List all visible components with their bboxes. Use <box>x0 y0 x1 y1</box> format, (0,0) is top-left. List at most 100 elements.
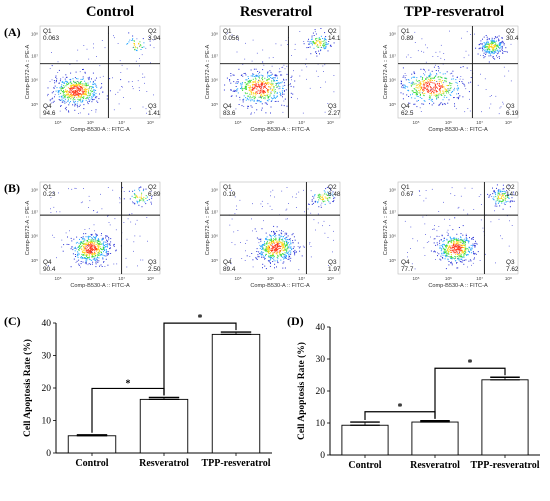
flow-event <box>97 251 99 253</box>
flow-event <box>475 240 476 242</box>
flow-event <box>62 95 64 97</box>
flow-event <box>439 76 441 78</box>
flow-event <box>249 85 251 87</box>
flow-event <box>306 78 307 80</box>
flow-event <box>329 193 330 195</box>
flow-event <box>80 93 82 95</box>
flow-event <box>245 97 247 99</box>
flow-event <box>87 245 89 247</box>
flow-event <box>294 249 296 251</box>
flow-event <box>78 249 80 251</box>
flow-event <box>95 250 97 252</box>
flow-event <box>320 42 322 44</box>
flow-event <box>146 112 147 114</box>
flow-event <box>83 92 85 94</box>
flow-event <box>95 85 97 87</box>
flow-event <box>444 245 446 247</box>
flow-event <box>88 251 90 253</box>
flow-event <box>433 82 435 84</box>
flow-event <box>456 250 458 252</box>
flow-event <box>101 253 103 255</box>
flow-event <box>440 250 442 252</box>
flow-event <box>271 246 273 247</box>
flow-scatter <box>404 184 515 270</box>
flow-y-axis-label: Comp-B572-A :: PE-A <box>25 201 31 256</box>
flow-event <box>482 227 484 229</box>
flow-event <box>468 246 470 248</box>
flow-event <box>491 42 493 44</box>
flow-event <box>75 71 77 73</box>
flow-event <box>268 252 269 254</box>
flow-event <box>106 98 108 100</box>
flow-event <box>85 263 87 265</box>
x-tick-label: 10⁶ <box>87 276 94 281</box>
flow-event <box>84 253 86 255</box>
flow-event <box>305 63 306 65</box>
flow-event <box>134 194 136 196</box>
flow-event <box>414 97 416 99</box>
flow-event <box>79 90 81 92</box>
flow-event <box>451 261 452 263</box>
flow-event <box>434 76 435 78</box>
flow-event <box>446 255 448 257</box>
flow-event <box>425 190 427 191</box>
flow-event <box>137 80 139 82</box>
flow-event <box>307 40 309 42</box>
flow-event <box>332 201 334 203</box>
flow-event <box>469 259 471 261</box>
flow-event <box>89 254 90 256</box>
flow-event <box>142 38 144 40</box>
flow-event <box>276 240 278 242</box>
flow-event <box>488 45 490 47</box>
flow-event <box>470 34 471 35</box>
flow-event <box>425 61 427 63</box>
flow-event <box>507 200 509 202</box>
flow-event <box>101 249 103 251</box>
flow-event <box>58 192 59 194</box>
flow-event <box>271 209 273 210</box>
flow-event <box>260 90 262 91</box>
flow-event <box>252 81 254 82</box>
flow-event <box>458 247 460 249</box>
flow-event <box>94 96 96 98</box>
flow-event <box>446 245 448 247</box>
flow-event <box>495 203 497 205</box>
flow-event <box>424 93 426 94</box>
flow-event <box>75 81 77 83</box>
flow-event <box>69 230 70 232</box>
flow-event <box>92 249 94 250</box>
flow-event <box>287 44 288 45</box>
flow-event <box>78 249 80 250</box>
flow-event <box>85 248 87 250</box>
flow-event <box>425 78 426 80</box>
flow-event <box>128 41 130 43</box>
flow-event <box>62 76 64 78</box>
x-tick-label: Control <box>75 458 108 469</box>
flow-event <box>252 82 254 84</box>
flow-event <box>66 97 68 99</box>
flow-event <box>98 246 100 248</box>
flow-event <box>445 256 447 258</box>
flow-event <box>420 83 422 85</box>
flow-event <box>318 194 320 196</box>
flow-event <box>473 236 474 238</box>
flow-event <box>95 239 97 241</box>
flow-event <box>253 81 255 83</box>
flow-event <box>133 42 135 44</box>
flow-event <box>106 95 108 97</box>
x-tick-label: 10⁷ <box>476 120 483 125</box>
flow-event <box>282 96 283 98</box>
flow-event <box>79 96 81 97</box>
flow-event <box>85 249 87 251</box>
flow-event <box>455 256 457 258</box>
flow-event <box>314 200 316 202</box>
flow-event <box>234 244 236 246</box>
flow-event <box>404 85 406 87</box>
flow-event <box>440 81 442 82</box>
flow-event <box>85 251 87 253</box>
flow-event <box>275 83 277 84</box>
flow-event <box>88 90 90 92</box>
quadrant-value-q3: 2.27 <box>328 110 341 117</box>
flow-event <box>255 78 257 80</box>
flow-event <box>94 258 96 260</box>
